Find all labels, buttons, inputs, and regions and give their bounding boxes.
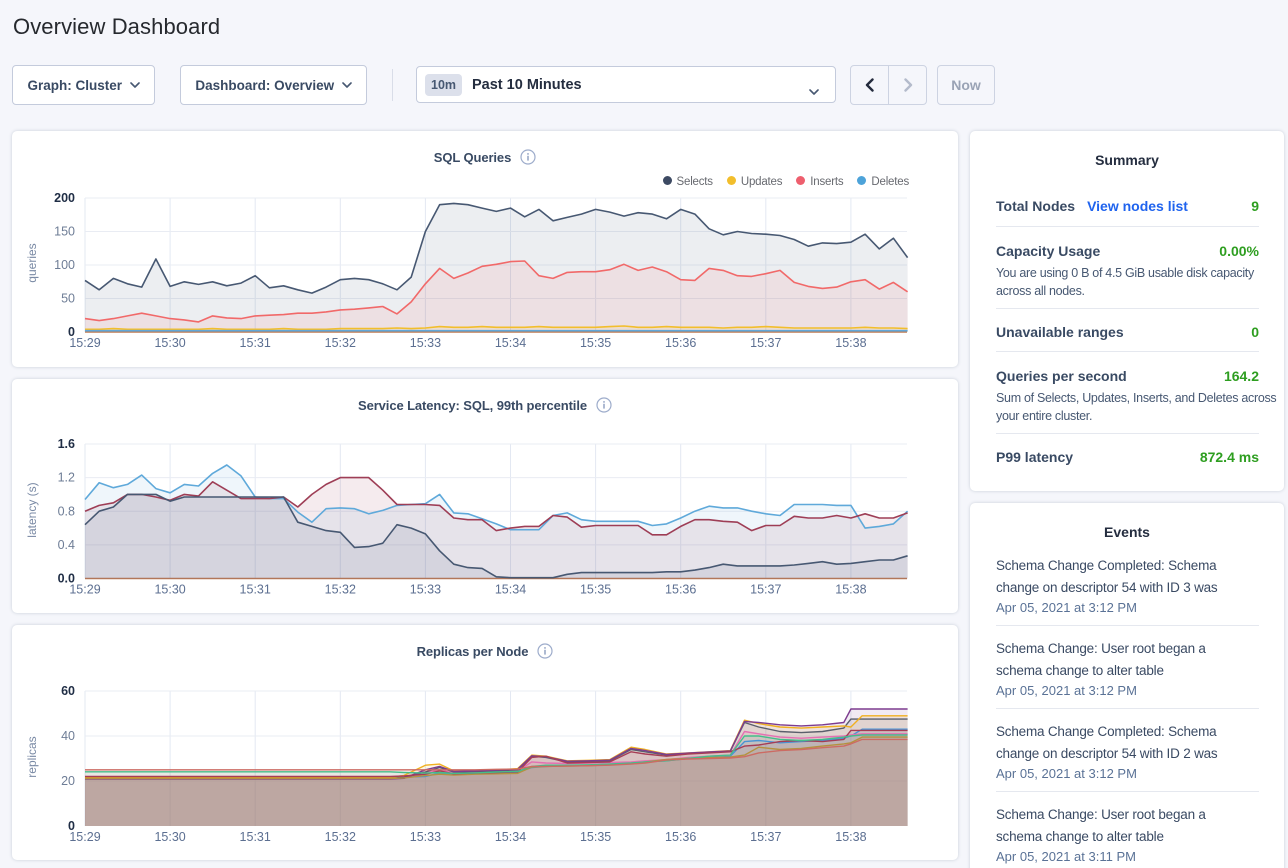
svg-text:replicas: replicas bbox=[25, 736, 39, 777]
svg-text:15:34: 15:34 bbox=[495, 830, 526, 844]
svg-text:15:38: 15:38 bbox=[835, 583, 866, 597]
svg-text:queries: queries bbox=[25, 243, 39, 282]
svg-text:15:31: 15:31 bbox=[240, 830, 271, 844]
svg-text:15:30: 15:30 bbox=[154, 583, 185, 597]
svg-text:15:32: 15:32 bbox=[325, 830, 356, 844]
svg-text:latency (s): latency (s) bbox=[25, 482, 39, 537]
svg-text:15:38: 15:38 bbox=[835, 830, 866, 844]
svg-text:15:36: 15:36 bbox=[665, 583, 696, 597]
svg-text:0.4: 0.4 bbox=[58, 538, 75, 552]
svg-text:15:38: 15:38 bbox=[835, 336, 866, 350]
svg-text:200: 200 bbox=[54, 191, 75, 205]
svg-text:15:30: 15:30 bbox=[154, 830, 185, 844]
svg-text:15:37: 15:37 bbox=[750, 583, 781, 597]
svg-text:15:36: 15:36 bbox=[665, 830, 696, 844]
svg-text:15:31: 15:31 bbox=[240, 336, 271, 350]
svg-text:15:31: 15:31 bbox=[240, 583, 271, 597]
svg-text:15:32: 15:32 bbox=[325, 583, 356, 597]
svg-text:15:30: 15:30 bbox=[154, 336, 185, 350]
svg-text:15:36: 15:36 bbox=[665, 336, 696, 350]
svg-text:15:29: 15:29 bbox=[69, 583, 100, 597]
svg-text:0: 0 bbox=[68, 819, 75, 833]
svg-text:15:33: 15:33 bbox=[410, 336, 441, 350]
svg-text:15:35: 15:35 bbox=[580, 830, 611, 844]
svg-text:60: 60 bbox=[61, 684, 75, 698]
svg-text:15:35: 15:35 bbox=[580, 336, 611, 350]
svg-text:1.6: 1.6 bbox=[58, 437, 75, 451]
svg-text:0: 0 bbox=[68, 325, 75, 339]
svg-text:15:33: 15:33 bbox=[410, 830, 441, 844]
svg-text:15:35: 15:35 bbox=[580, 583, 611, 597]
svg-text:15:29: 15:29 bbox=[69, 336, 100, 350]
svg-text:15:32: 15:32 bbox=[325, 336, 356, 350]
svg-text:0.0: 0.0 bbox=[58, 572, 75, 586]
svg-text:15:29: 15:29 bbox=[69, 830, 100, 844]
svg-text:100: 100 bbox=[54, 258, 75, 272]
svg-text:15:34: 15:34 bbox=[495, 336, 526, 350]
svg-text:15:37: 15:37 bbox=[750, 830, 781, 844]
svg-text:40: 40 bbox=[61, 729, 75, 743]
svg-text:20: 20 bbox=[61, 774, 75, 788]
svg-text:15:33: 15:33 bbox=[410, 583, 441, 597]
svg-text:50: 50 bbox=[61, 292, 75, 306]
svg-text:15:37: 15:37 bbox=[750, 336, 781, 350]
svg-text:1.2: 1.2 bbox=[58, 471, 75, 485]
svg-text:150: 150 bbox=[54, 225, 75, 239]
svg-text:15:34: 15:34 bbox=[495, 583, 526, 597]
svg-text:0.8: 0.8 bbox=[58, 504, 75, 518]
